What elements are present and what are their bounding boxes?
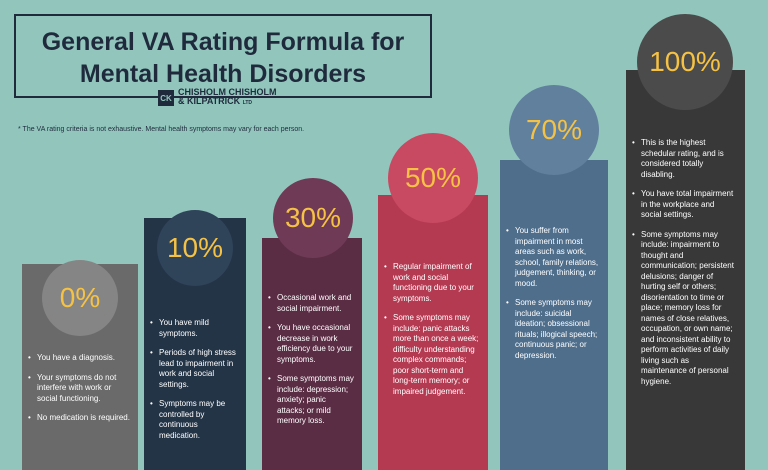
bullet: You have a diagnosis. xyxy=(28,353,130,364)
bullet: Regular impairment of work and social fu… xyxy=(384,262,480,304)
bullet: Some symptoms may include: depression; a… xyxy=(268,374,354,427)
title: General VA Rating Formula for xyxy=(41,28,405,56)
logo-text: CHISHOLM CHISHOLM xyxy=(178,87,277,97)
logo: CK CHISHOLM CHISHOLM & KILPATRICK LTD xyxy=(158,88,277,108)
bullet-list: You have a diagnosis. Your symptoms do no… xyxy=(28,353,130,433)
bullet: Some symptoms may include: panic attacks… xyxy=(384,313,480,397)
rating-circle: 50% xyxy=(388,133,478,223)
logo-text: & KILPATRICK xyxy=(178,96,241,106)
bullet: Occasional work and social impairment. xyxy=(268,293,354,314)
bullet: Symptoms may be controlled by continuous… xyxy=(150,399,238,441)
bullet-list: You suffer from impairment in most areas… xyxy=(506,226,600,370)
bullet: You have occasional decrease in work eff… xyxy=(268,323,354,365)
title: Mental Health Disorders xyxy=(79,60,367,88)
bullet: Some symptoms may include: suicidal idea… xyxy=(506,298,600,361)
rating-circle: 0% xyxy=(42,260,118,336)
rating-circle: 100% xyxy=(637,14,733,110)
bullet-list: This is the highest schedular rating, an… xyxy=(632,138,737,396)
logo-suffix: LTD xyxy=(242,100,253,106)
bullet: You have mild symptoms. xyxy=(150,318,238,339)
bullet-list: Regular impairment of work and social fu… xyxy=(384,262,480,406)
rating-circle: 70% xyxy=(509,85,599,175)
rating-circle: 30% xyxy=(273,178,353,258)
note: * The VA rating criteria is not exhausti… xyxy=(18,126,305,133)
bullet: Your symptoms do not interfere with work… xyxy=(28,373,130,405)
bullet: No medication is required. xyxy=(28,413,130,424)
bullet: Periods of high stress lead to impairmen… xyxy=(150,348,238,390)
bullet: Some symptoms may include: impairment to… xyxy=(632,230,737,388)
title-box: General VA Rating Formula for Mental Hea… xyxy=(14,14,432,98)
logo-mark: CK xyxy=(158,90,174,106)
rating-circle: 10% xyxy=(157,210,233,286)
bullet-list: You have mild symptoms. Periods of high s… xyxy=(150,318,238,450)
bullet: This is the highest schedular rating, an… xyxy=(632,138,737,180)
bullet: You suffer from impairment in most areas… xyxy=(506,226,600,289)
bullet: You have total impairment in the workpla… xyxy=(632,189,737,221)
bullet-list: Occasional work and social impairment. Yo… xyxy=(268,293,354,436)
